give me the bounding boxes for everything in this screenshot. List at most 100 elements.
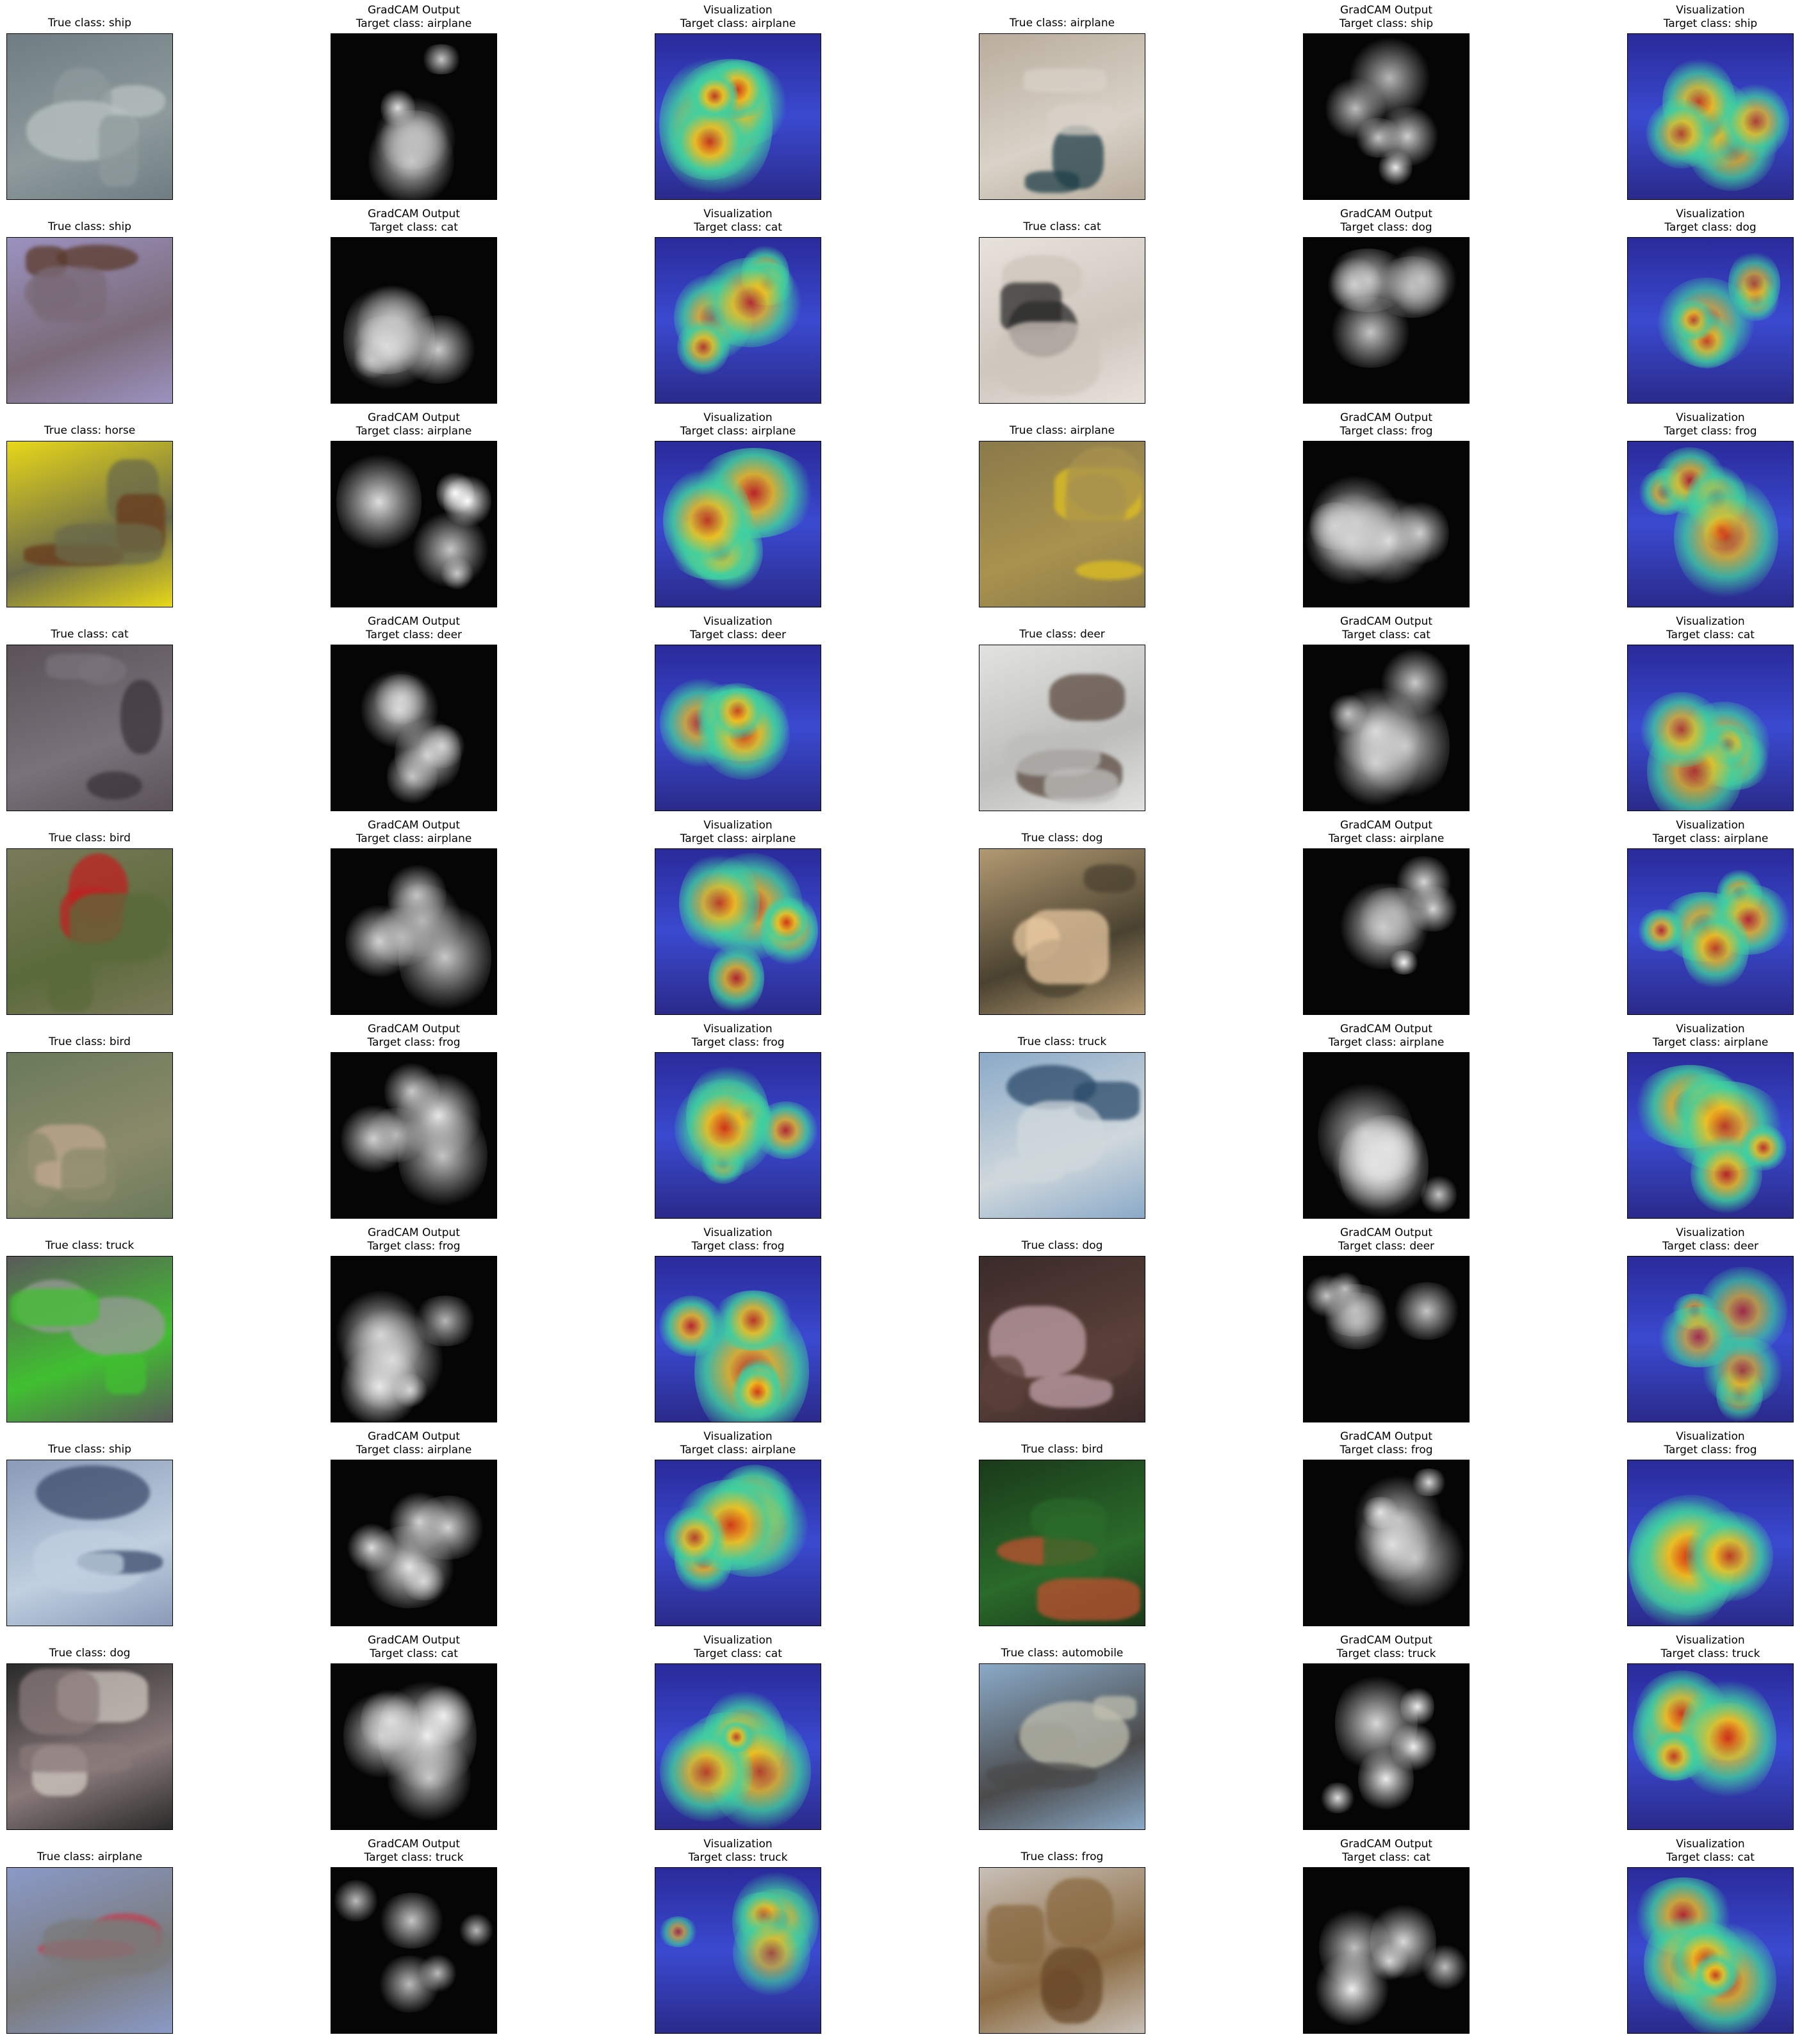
panel-title: Visualization Target class: truck bbox=[629, 1838, 847, 1865]
visualization-image bbox=[1627, 33, 1794, 200]
activation-blob bbox=[1390, 498, 1450, 568]
panel-title: True class: automobile bbox=[953, 1647, 1171, 1660]
panel-subtitle: Target class: airplane bbox=[680, 832, 796, 845]
input-image bbox=[979, 848, 1145, 1015]
input-image bbox=[979, 237, 1145, 404]
gradcam-cell: GradCAM Output Target class: frog bbox=[1303, 408, 1470, 607]
heatmap-blob bbox=[707, 682, 768, 739]
visualization-image bbox=[1627, 1663, 1794, 1830]
gradcam-image bbox=[1303, 1460, 1470, 1626]
panel-title: Visualization Target class: airplane bbox=[629, 1430, 847, 1457]
gradcam-cell: GradCAM Output Target class: truck bbox=[331, 1834, 497, 2034]
panel-title-line: True class: truck bbox=[1017, 1035, 1107, 1048]
image-region bbox=[42, 1918, 157, 1970]
visualization-cell: Visualization Target class: airplane bbox=[655, 408, 821, 607]
panel-title-line: True class: airplane bbox=[1009, 17, 1115, 29]
visualization-cell: Visualization Target class: frog bbox=[655, 1019, 821, 1219]
panel-title-line: True class: deer bbox=[1019, 628, 1105, 641]
panel-subtitle: Target class: frog bbox=[1339, 425, 1433, 438]
input-image bbox=[979, 1052, 1145, 1219]
activation-blob bbox=[398, 1100, 488, 1212]
activation-blob bbox=[360, 668, 439, 751]
gradcam-image bbox=[331, 1867, 497, 2034]
panel-title: Visualization Target class: cat bbox=[629, 208, 847, 235]
panel-title: True class: dog bbox=[0, 1647, 199, 1660]
heatmap-blob bbox=[1685, 1510, 1773, 1602]
panel-title: True class: truck bbox=[0, 1239, 199, 1253]
panel-subtitle: Target class: deer bbox=[365, 629, 463, 641]
input-image bbox=[979, 1256, 1145, 1422]
visualization-cell: Visualization Target class: frog bbox=[1627, 408, 1794, 607]
activation-blob bbox=[1329, 687, 1423, 776]
input-image bbox=[6, 33, 173, 200]
panel-title: GradCAM Output Target class: cat bbox=[1277, 615, 1495, 642]
input-image bbox=[6, 1867, 173, 2034]
input-cell: True class: bird bbox=[6, 1019, 173, 1219]
input-cell: True class: ship bbox=[6, 1426, 173, 1626]
panel-title-line: True class: dog bbox=[1021, 832, 1103, 845]
image-region bbox=[1019, 1701, 1130, 1771]
panel-title-line: Visualization bbox=[703, 615, 773, 628]
activation-blob bbox=[1400, 1685, 1434, 1729]
visualization-cell: Visualization Target class: truck bbox=[655, 1834, 821, 2034]
panel-title-line: Visualization bbox=[703, 208, 773, 220]
panel-title-line: True class: ship bbox=[48, 220, 131, 233]
gradcam-image bbox=[1303, 237, 1470, 404]
panel-title: True class: frog bbox=[953, 1850, 1171, 1864]
panel-subtitle: Target class: airplane bbox=[1328, 832, 1445, 845]
panel-title-line: Visualization bbox=[1676, 1634, 1745, 1647]
panel-title: True class: cat bbox=[0, 628, 199, 641]
panel-subtitle: Target class: ship bbox=[1339, 17, 1434, 30]
heatmap-blob bbox=[1682, 907, 1749, 990]
gradcam-image bbox=[331, 33, 497, 200]
activation-blob bbox=[1319, 1783, 1356, 1813]
visualization-image bbox=[655, 848, 821, 1015]
panel-title-line: Visualization bbox=[1676, 1430, 1745, 1443]
panel-title: True class: cat bbox=[953, 220, 1171, 234]
panel-title: Visualization Target class: truck bbox=[1601, 1634, 1802, 1661]
visualization-cell: Visualization Target class: ship bbox=[1627, 0, 1794, 200]
panel-title-line: Visualization bbox=[703, 1023, 773, 1035]
visualization-image bbox=[655, 33, 821, 200]
panel-title-line: True class: cat bbox=[1023, 220, 1101, 233]
gradcam-image bbox=[1303, 1052, 1470, 1219]
image-region bbox=[47, 960, 94, 1012]
panel-title: True class: airplane bbox=[0, 1850, 199, 1864]
image-region bbox=[1026, 910, 1109, 985]
activation-blob bbox=[1359, 1497, 1402, 1529]
panel-title: GradCAM Output Target class: deer bbox=[1277, 1226, 1495, 1253]
visualization-image bbox=[655, 1867, 821, 2034]
image-region bbox=[69, 893, 168, 962]
gradcam-cell: GradCAM Output Target class: cat bbox=[331, 204, 497, 404]
gradcam-image bbox=[1303, 441, 1470, 607]
heatmap-blob bbox=[1655, 1306, 1741, 1367]
heatmap-blob bbox=[1646, 98, 1716, 169]
panel-title-line: GradCAM Output bbox=[1340, 1838, 1432, 1850]
activation-blob bbox=[419, 1952, 457, 1994]
heatmap-blob bbox=[674, 1078, 774, 1178]
input-image bbox=[6, 237, 173, 404]
visualization-image bbox=[655, 1256, 821, 1422]
activation-blob bbox=[341, 1307, 443, 1413]
panel-title-line: GradCAM Output bbox=[1340, 1430, 1432, 1443]
visualization-cell: Visualization Target class: truck bbox=[1627, 1630, 1794, 1830]
heatmap-blob bbox=[1728, 251, 1781, 317]
image-region bbox=[45, 653, 111, 679]
panel-title-line: Visualization bbox=[703, 1226, 773, 1239]
gradcam-image bbox=[331, 1460, 497, 1626]
input-cell: True class: cat bbox=[979, 204, 1145, 404]
panel-title: GradCAM Output Target class: cat bbox=[305, 1634, 523, 1661]
image-region bbox=[1047, 104, 1118, 135]
panel-title-line: Visualization bbox=[1676, 4, 1745, 17]
panel-title-line: Visualization bbox=[703, 4, 773, 17]
visualization-image bbox=[1627, 848, 1794, 1015]
panel-subtitle: Target class: airplane bbox=[680, 17, 796, 30]
input-cell: True class: automobile bbox=[979, 1630, 1145, 1830]
visualization-cell: Visualization Target class: dog bbox=[1627, 204, 1794, 404]
image-region bbox=[10, 1289, 99, 1327]
panel-subtitle: Target class: frog bbox=[1664, 1444, 1757, 1456]
heatmap-blob bbox=[1721, 83, 1789, 160]
panel-title-line: GradCAM Output bbox=[1340, 1634, 1432, 1647]
panel-subtitle: Target class: airplane bbox=[356, 17, 472, 30]
gradcam-cell: GradCAM Output Target class: airplane bbox=[1303, 815, 1470, 1015]
